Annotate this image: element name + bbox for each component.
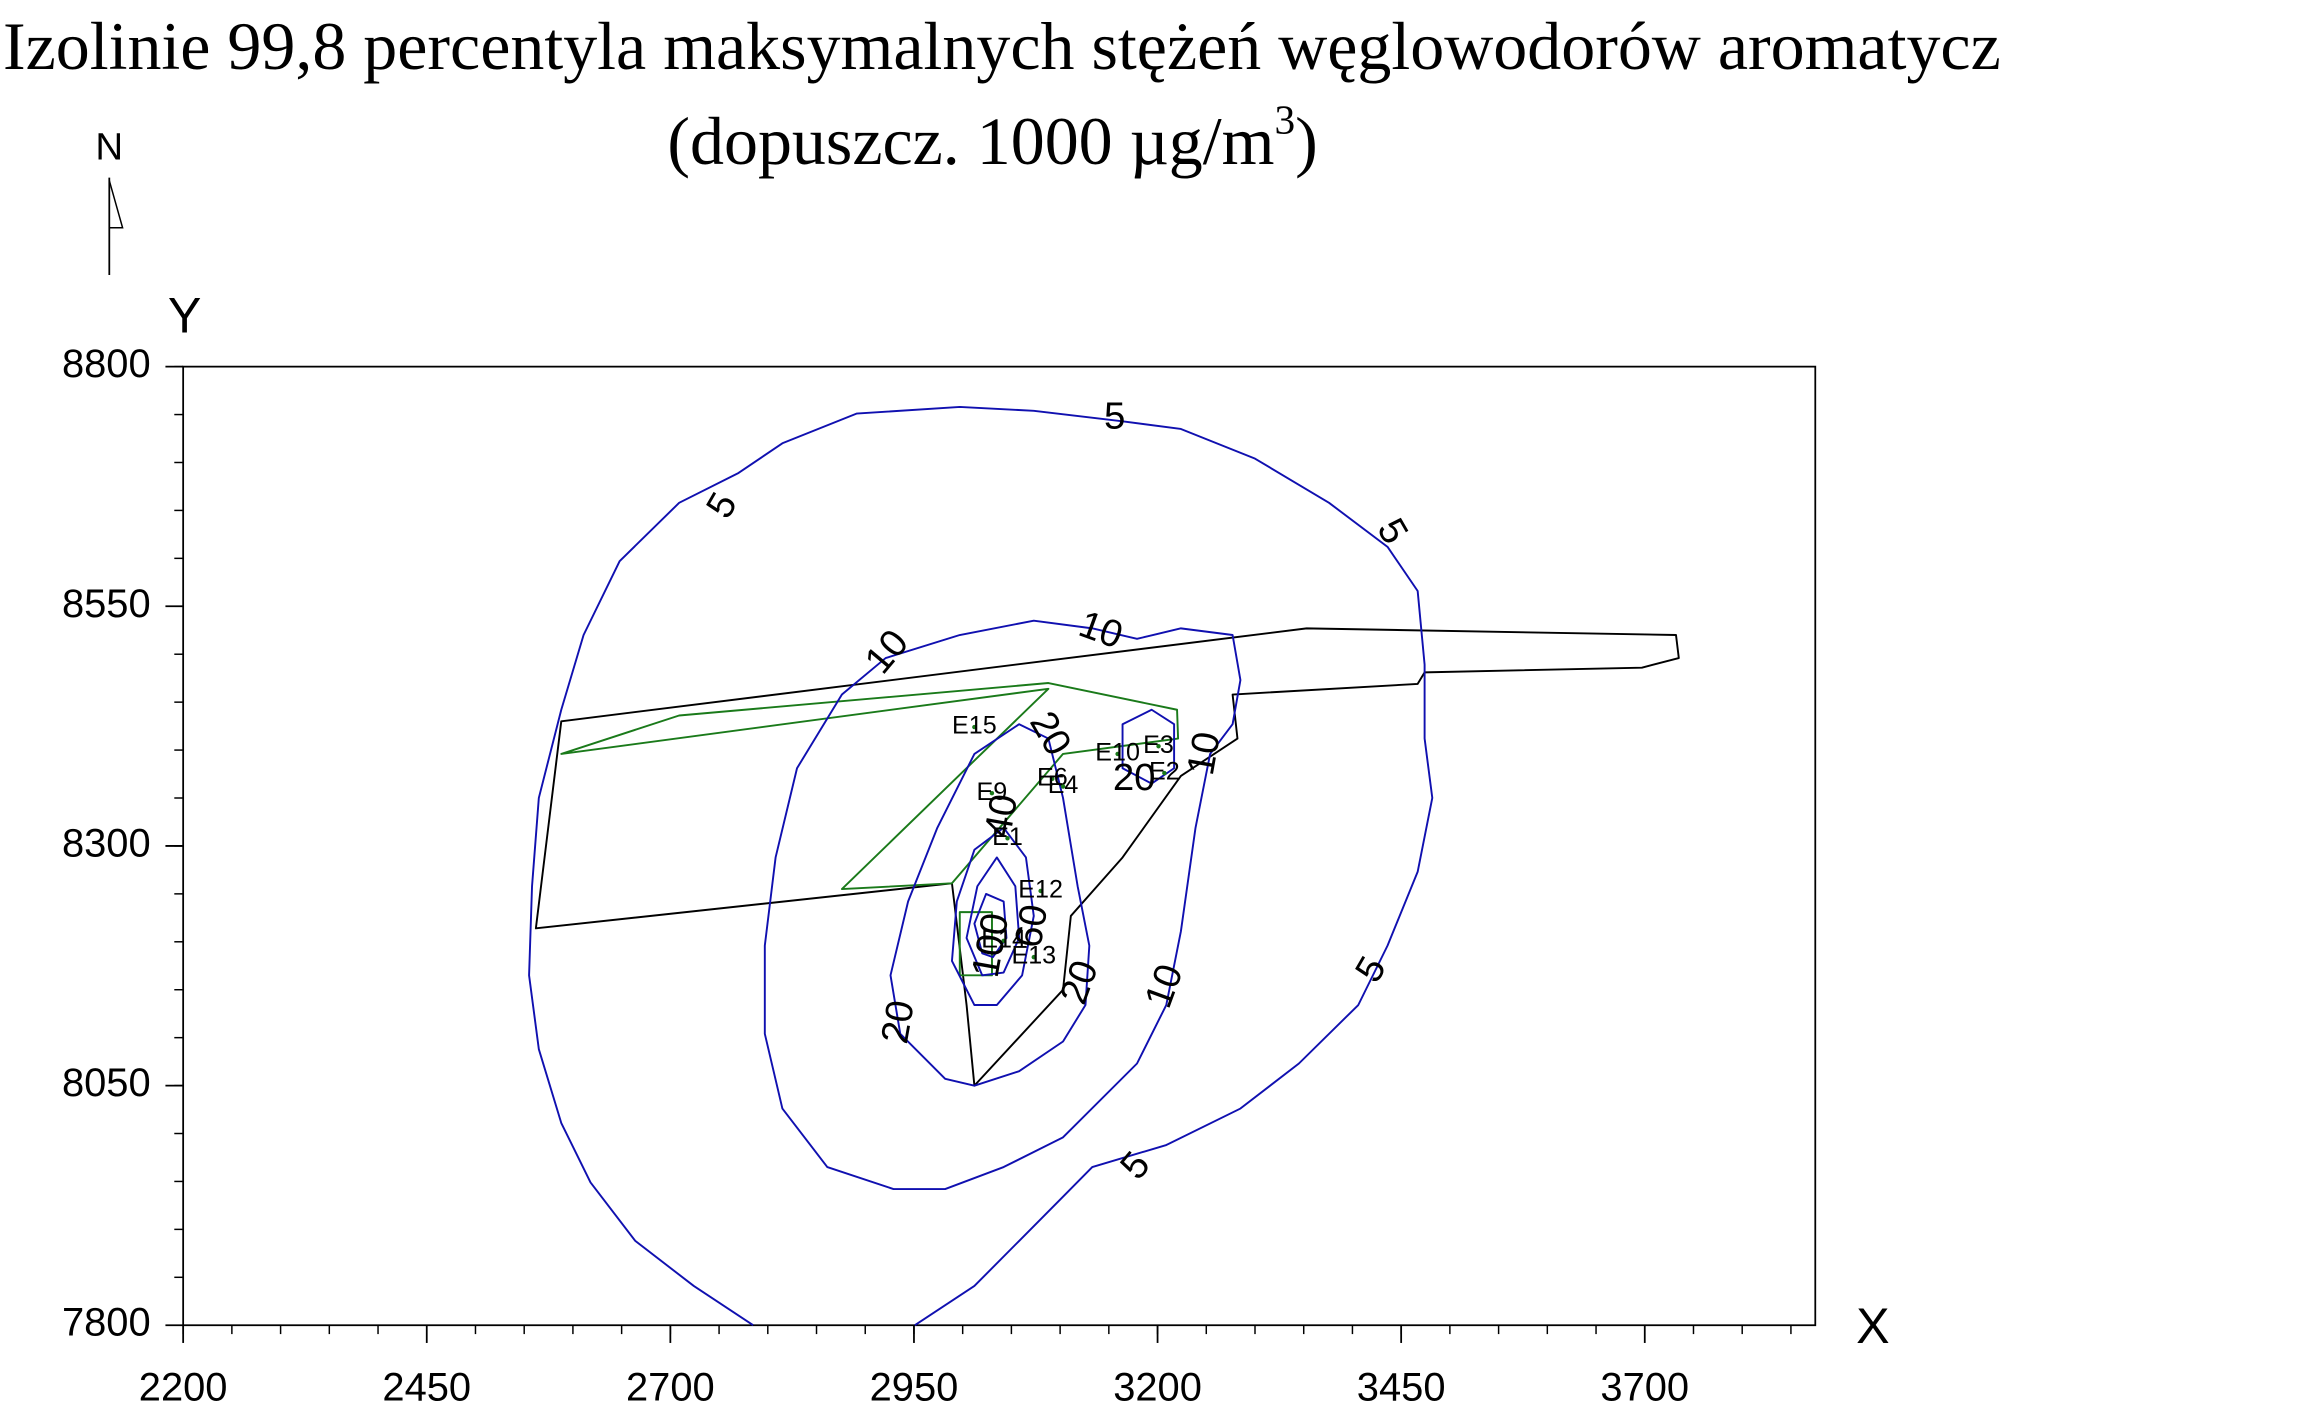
source-label: E14 (981, 925, 1026, 953)
contour-label: 5 (1347, 949, 1395, 989)
source-label: E15 (952, 712, 997, 740)
contour-line (528, 405, 1434, 1327)
contour-label: 60 (1007, 901, 1057, 951)
source-label: E1 (992, 823, 1023, 851)
subtitle-sup: 3 (1274, 97, 1295, 143)
y-tick-label: 8300 (62, 821, 151, 865)
x-tick-label: 2950 (870, 1366, 959, 1410)
source-label: E4 (1048, 771, 1079, 799)
x-tick-label: 3200 (1113, 1366, 1202, 1410)
site-outline (958, 911, 993, 977)
subtitle-text: ) (1295, 103, 1318, 179)
x-tick-label: 2200 (139, 1366, 228, 1410)
x-tick-label: 3700 (1600, 1366, 1689, 1410)
contour-label: 20 (1052, 955, 1107, 1010)
x-tick-label: 2450 (382, 1366, 471, 1410)
contour-label: 20 (1113, 756, 1156, 799)
contour-label: 5 (1369, 511, 1417, 551)
subtitle-text: (dopuszcz. 1000 µg/m (667, 103, 1274, 179)
chart-title: Izolinie 99,8 percentyla maksymalnych st… (3, 8, 2001, 84)
source-point (1115, 751, 1120, 757)
chart-subtitle: (dopuszcz. 1000 µg/m3) (667, 97, 1317, 179)
site-outline (534, 627, 1680, 1087)
source-label: E3 (1143, 731, 1174, 759)
source-label: E12 (1018, 876, 1063, 904)
y-tick-label: 8550 (62, 582, 151, 626)
contour-label: 20 (1021, 704, 1080, 762)
north-label: N (95, 126, 123, 169)
contour-label: 10 (1073, 602, 1128, 657)
source-label: E9 (977, 778, 1008, 806)
source-point (1156, 744, 1161, 749)
source-point (1060, 784, 1066, 789)
contour-line (965, 856, 1021, 977)
contour-line (950, 826, 1035, 1006)
contour-line (763, 619, 1242, 1191)
contour-label: 10 (857, 622, 917, 682)
contour-label: 100 (964, 910, 1017, 981)
y-tick-label: 7800 (62, 1301, 151, 1345)
source-label: E2 (1149, 758, 1180, 786)
y-tick-label: 8800 (62, 342, 151, 386)
source-point (1038, 888, 1043, 894)
contour-line (973, 892, 1008, 959)
source-label: E13 (1011, 942, 1056, 970)
contour-line (889, 723, 1091, 1087)
source-point (989, 790, 995, 796)
source-point (1005, 836, 1010, 841)
source-point (1050, 776, 1055, 782)
contour-label: 5 (1104, 395, 1125, 438)
source-label: E10 (1095, 739, 1140, 767)
north-arrow-head (108, 180, 124, 229)
contour-label: 40 (976, 791, 1026, 841)
source-point (1162, 770, 1167, 776)
source-point (972, 724, 977, 730)
site-outline (560, 682, 1180, 891)
source-point (1001, 938, 1006, 944)
y-tick-label: 8050 (62, 1061, 151, 1105)
y-axis-label: Y (168, 288, 202, 344)
contour-label: 10 (1179, 729, 1229, 779)
x-tick-label: 2700 (626, 1366, 715, 1410)
contour-label: 20 (873, 997, 923, 1047)
x-axis-label: X (1856, 1298, 1890, 1354)
contour-label: 5 (698, 485, 746, 525)
source-point (1031, 954, 1037, 960)
contour-label: 10 (1137, 959, 1192, 1014)
contour-line (1121, 708, 1176, 785)
x-tick-label: 3450 (1357, 1366, 1446, 1410)
